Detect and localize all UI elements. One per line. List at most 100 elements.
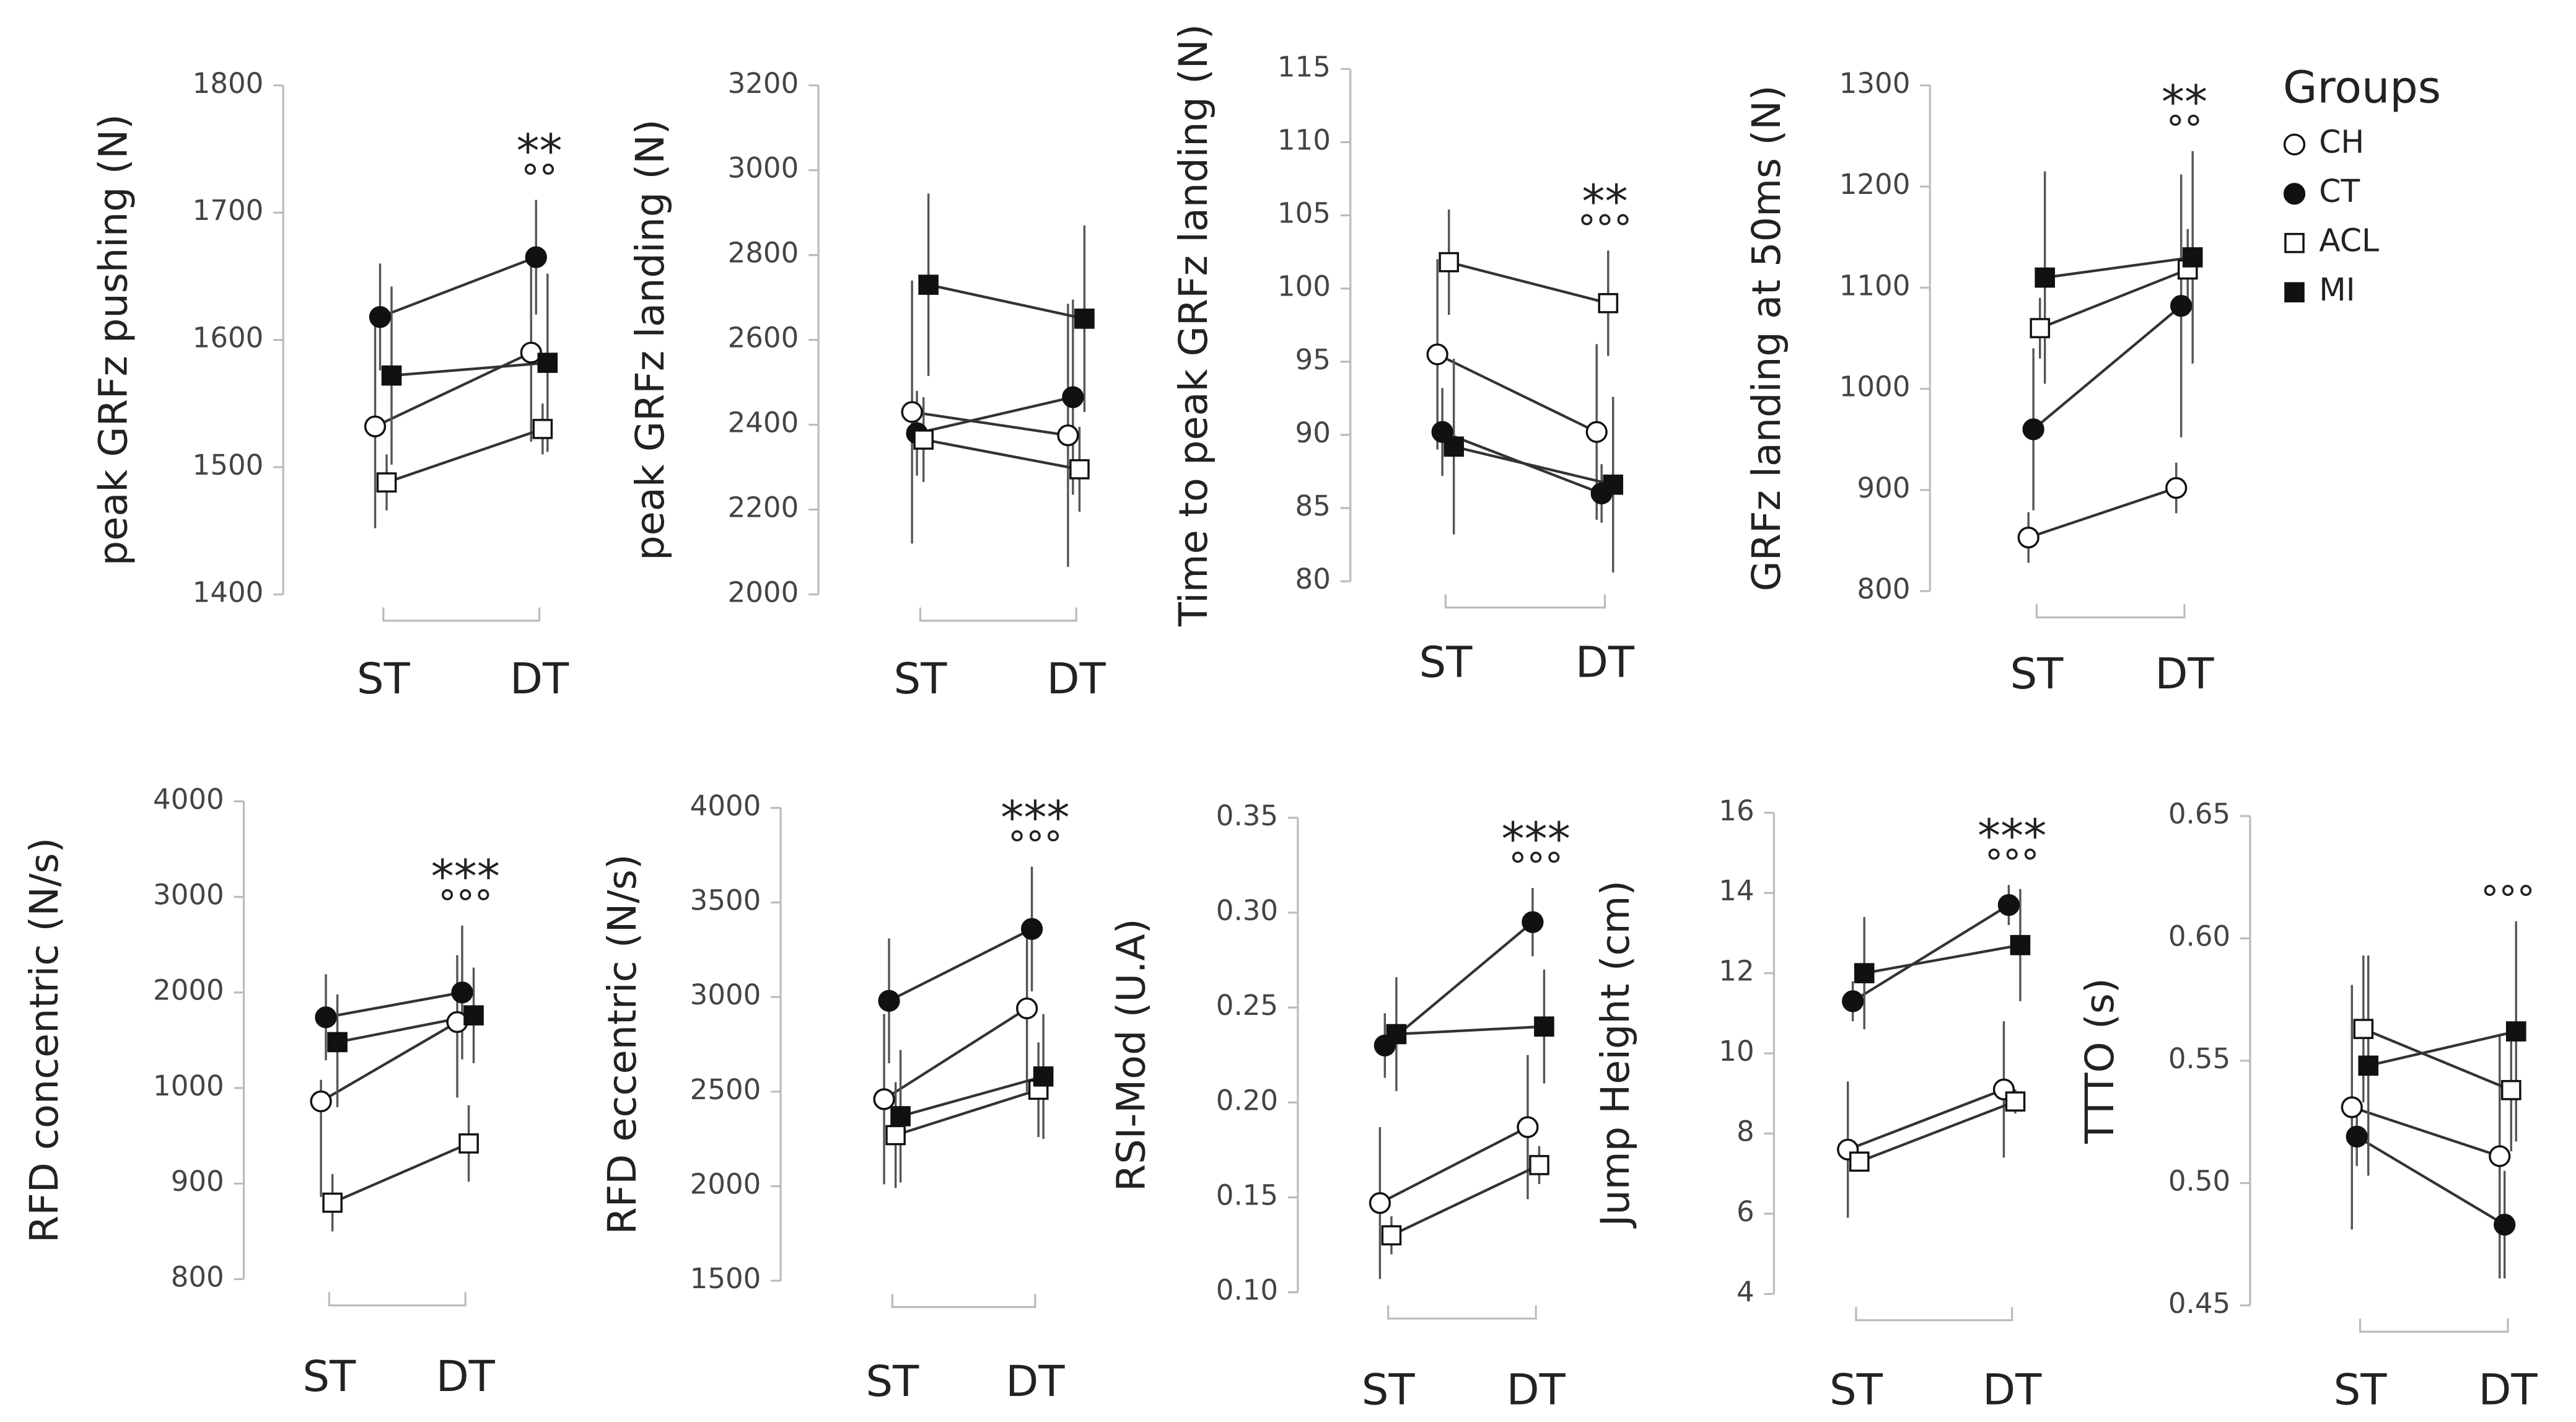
- marker: [1381, 1225, 1402, 1246]
- marker: [2035, 267, 2056, 288]
- series-line: [2028, 486, 2177, 539]
- legend-label: CH: [2319, 124, 2364, 160]
- x-tick-label: ST: [357, 654, 411, 704]
- x-tick-label: ST: [2010, 649, 2064, 699]
- marker: [1534, 1016, 1554, 1037]
- marker: [532, 419, 553, 439]
- marker: [1386, 1024, 1407, 1045]
- y-tick-label: 16: [1719, 794, 1754, 827]
- marker: [315, 1006, 337, 1029]
- marker: [918, 274, 939, 295]
- y-tick-label: 2500: [690, 1073, 761, 1106]
- y-axis-label: Time to peak GRFz landing (N): [1170, 24, 1216, 627]
- x-tick-label: ST: [1362, 1365, 1416, 1415]
- x-tick-label: ST: [865, 1357, 919, 1407]
- series-line: [379, 256, 537, 318]
- annotation: °°°: [1008, 823, 1062, 866]
- series-line: [916, 395, 1074, 435]
- series-line: [391, 361, 548, 377]
- y-axis-label: RFD eccentric (N/s): [599, 854, 645, 1234]
- marker: [2165, 476, 2188, 499]
- marker: [1849, 1151, 1870, 1172]
- marker: [451, 981, 473, 1004]
- y-tick-label: 10: [1719, 1035, 1754, 1068]
- marker: [1854, 963, 1875, 983]
- series-line: [374, 351, 532, 428]
- x-bracket: [2035, 604, 2186, 619]
- series-line: [883, 1007, 1028, 1100]
- y-tick-label: 2400: [728, 406, 799, 439]
- marker: [1069, 459, 1090, 480]
- y-tick-label: 800: [1857, 573, 1910, 605]
- x-bracket: [2359, 1319, 2509, 1333]
- y-tick-label: 14: [1719, 874, 1754, 907]
- y-axis-label: TTTO (s): [2077, 978, 2123, 1144]
- y-tick-label: 3000: [690, 978, 761, 1011]
- series-line: [1396, 1025, 1544, 1036]
- x-tick-label: DT: [2155, 649, 2214, 699]
- y-tick-label: 0.45: [2168, 1287, 2230, 1320]
- series-line: [2356, 1135, 2505, 1226]
- y-tick-label: 1500: [193, 449, 264, 481]
- series-line: [895, 1088, 1039, 1137]
- y-tick-label: 3000: [728, 152, 799, 185]
- y-tick-label: 85: [1295, 489, 1331, 522]
- series-line: [1852, 903, 2010, 1003]
- annotation: °°: [2166, 108, 2202, 150]
- marker: [2283, 183, 2306, 205]
- marker: [2010, 935, 2031, 955]
- x-tick-label: ST: [1829, 1365, 1883, 1415]
- y-tick-label: 3200: [728, 67, 799, 100]
- x-tick-label: DT: [2478, 1365, 2538, 1415]
- y-tick-label: 1100: [1839, 269, 1911, 302]
- series-line: [1847, 1088, 2005, 1151]
- x-tick-label: DT: [1575, 638, 1635, 687]
- series-line: [2039, 268, 2189, 330]
- series-line: [2368, 1030, 2517, 1067]
- marker: [322, 1192, 343, 1213]
- y-tick-label: 100: [1277, 270, 1331, 303]
- x-tick-label: DT: [1507, 1365, 1566, 1415]
- series-line: [2032, 305, 2183, 431]
- x-bracket: [919, 607, 1077, 622]
- marker: [2283, 133, 2306, 156]
- marker: [2501, 1080, 2521, 1100]
- y-axis-label: RSI-Mod (U.A): [1108, 918, 1154, 1192]
- annotation: °°°: [2481, 878, 2534, 920]
- y-tick-label: 0.30: [1216, 894, 1278, 927]
- x-tick-label: DT: [436, 1352, 496, 1402]
- annotation: °°°: [1578, 208, 1632, 250]
- marker: [1426, 343, 1448, 366]
- marker: [2284, 282, 2305, 303]
- y-axis-label: Jump Height (cm): [1592, 880, 1638, 1229]
- y-tick-label: 95: [1295, 343, 1331, 376]
- marker: [878, 990, 900, 1012]
- annotation: °°°: [439, 882, 493, 924]
- annotation: °°°: [1509, 845, 1562, 887]
- y-tick-label: 12: [1719, 955, 1754, 988]
- marker: [1062, 386, 1084, 408]
- marker: [2182, 247, 2203, 268]
- annotation: ***: [1001, 791, 1069, 845]
- annotation: °°°: [1985, 842, 2039, 884]
- marker: [520, 341, 542, 364]
- y-tick-label: 1300: [1839, 67, 1911, 100]
- marker: [913, 429, 934, 450]
- marker: [369, 305, 392, 328]
- series-line: [1383, 921, 1534, 1047]
- marker: [327, 1032, 348, 1053]
- marker: [1603, 474, 1624, 495]
- x-tick-label: ST: [2334, 1365, 2388, 1415]
- x-tick-label: DT: [1005, 1357, 1065, 1407]
- x-bracket: [891, 1294, 1036, 1309]
- y-tick-label: 900: [1857, 472, 1910, 504]
- marker: [2030, 318, 2051, 338]
- y-tick-label: 8: [1737, 1115, 1755, 1148]
- y-tick-label: 0.60: [2168, 920, 2230, 953]
- y-tick-label: 80: [1295, 563, 1331, 595]
- y-tick-label: 1800: [193, 67, 264, 100]
- marker: [463, 1005, 484, 1026]
- marker: [364, 415, 387, 437]
